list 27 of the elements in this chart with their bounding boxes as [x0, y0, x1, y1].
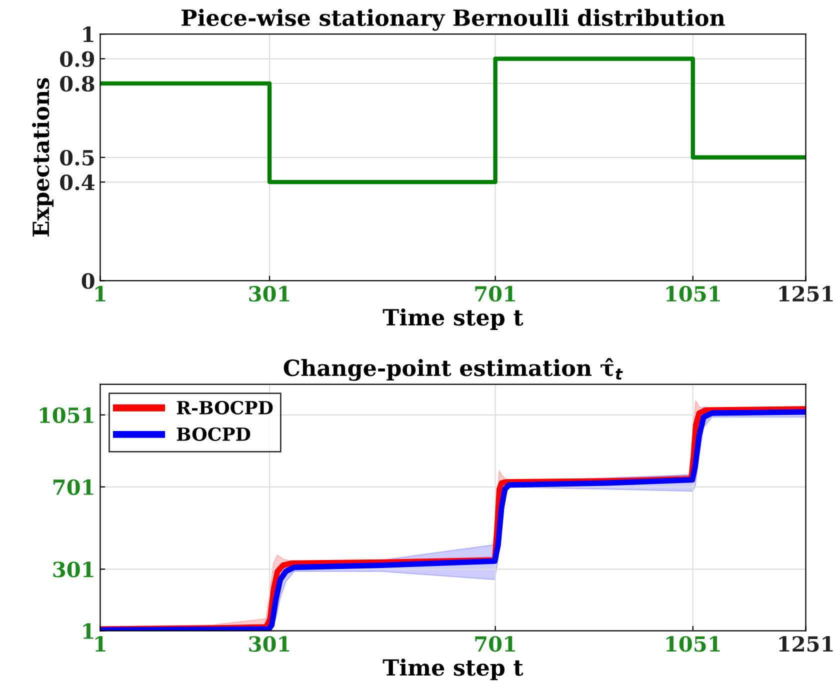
x-tick-label: 1251 — [779, 636, 833, 652]
x-tick-label: 701 — [475, 286, 515, 302]
x-tick-label: 301 — [249, 286, 290, 302]
y-axis-title: Expectations — [32, 78, 54, 236]
y-tick-label: 1 — [83, 26, 94, 42]
x-tick-label: 1 — [95, 286, 106, 302]
x-tick-label: 301 — [249, 636, 290, 652]
x-tick-label: 1051 — [666, 636, 720, 652]
y-tick-label: 0.5 — [60, 150, 94, 166]
x-tick-label: 701 — [475, 636, 515, 652]
y-tick-label: 701 — [54, 479, 94, 496]
y-tick-label: 301 — [53, 562, 94, 578]
legend-label: BOCPD — [176, 427, 250, 441]
x-axis-title: Time step t — [382, 658, 524, 680]
y-tick-label: 0.9 — [60, 51, 94, 67]
x-tick-label: 1 — [95, 636, 106, 652]
y-tick-label: 1051 — [40, 407, 94, 424]
x-tick-label: 1251 — [779, 286, 833, 302]
y-tick-label: 0.8 — [60, 76, 94, 92]
x-axis-title: Time step t — [382, 308, 524, 330]
x-tick-label: 1051 — [666, 286, 720, 302]
y-tick-label: 1 — [83, 623, 94, 639]
legend-label: R-BOCPD — [176, 400, 273, 414]
y-tick-label: 0 — [82, 273, 94, 289]
chart-title: Piece-wise stationary Bernoulli distribution — [182, 8, 725, 31]
chart-title: Change-point estimation τ̂$_{t}$ — [284, 358, 623, 381]
y-tick-label: 0.4 — [60, 174, 94, 190]
